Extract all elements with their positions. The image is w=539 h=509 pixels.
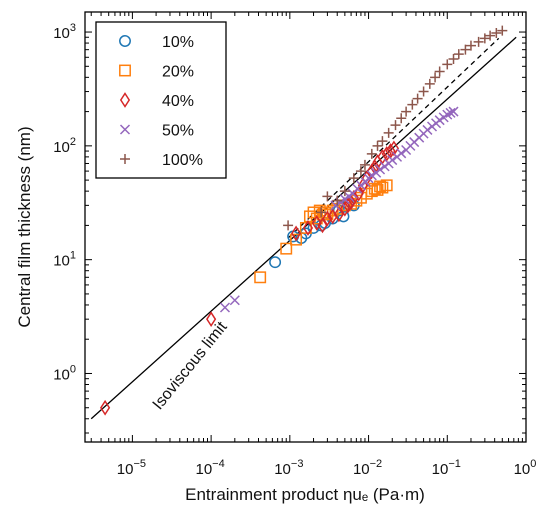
data-point-square: [374, 180, 387, 193]
isoviscous-limit-label: Isoviscous limit: [150, 318, 231, 413]
x-tick-label: 10−5: [117, 458, 146, 478]
data-point-plus: [497, 25, 508, 36]
data-point-x: [448, 106, 459, 117]
data-point-diamond: [343, 197, 354, 214]
data-point-diamond: [333, 206, 344, 223]
data-point-plus: [283, 220, 294, 231]
data-point-plus: [396, 113, 407, 124]
legend-marker-plus: [120, 154, 130, 164]
data-point-square: [376, 181, 389, 194]
data-point-diamond: [322, 210, 333, 227]
legend-marker-circle: [119, 35, 131, 47]
data-point-x: [330, 200, 341, 211]
data-point-plus: [332, 195, 343, 206]
data-point-x: [387, 155, 398, 166]
data-point-plus: [485, 30, 496, 41]
axis-ticks: [85, 12, 527, 442]
data-point-plus: [412, 93, 423, 104]
data-point-plus: [401, 106, 412, 117]
data-point-plus: [453, 49, 464, 60]
data-point-plus: [366, 148, 377, 159]
data-point-plus: [479, 33, 490, 44]
data-point-x: [422, 124, 433, 135]
y-tick-label: 100: [53, 363, 76, 383]
data-point-diamond: [361, 170, 372, 187]
y-tick-label: 101: [53, 250, 76, 270]
axis-tick-labels: 10−5 10−4 10−3 10−2 10−1 100 100 101 102 103: [53, 22, 536, 478]
y-axis-title: Central film thickness (nm): [15, 126, 34, 327]
data-point-diamond: [206, 311, 217, 328]
x-tick-label: 10−3: [274, 458, 303, 478]
legend-marker-square: [119, 64, 131, 77]
data-point-plus: [383, 127, 394, 138]
series-plus: [283, 25, 508, 231]
data-point-plus: [348, 173, 359, 184]
data-point-circle: [269, 256, 282, 269]
data-point-plus: [448, 53, 459, 64]
data-point-plus: [434, 66, 445, 77]
data-point-diamond: [381, 146, 392, 162]
legend-marker-diamond: [119, 92, 131, 108]
legend-label: 40%: [162, 93, 194, 110]
data-point-plus: [424, 78, 435, 89]
y-tick-label: 103: [53, 22, 76, 42]
data-point-plus: [430, 72, 441, 83]
data-point-plus: [491, 28, 502, 39]
data-point-plus: [442, 59, 453, 70]
data-point-x: [229, 295, 240, 306]
data-point-diamond: [302, 220, 314, 236]
legend-marker-x: [119, 124, 131, 135]
data-point-diamond: [388, 140, 400, 157]
data-point-x: [375, 164, 386, 175]
x-tick-label: 10−4: [195, 458, 224, 478]
series-x: [219, 106, 459, 313]
series-diamond: [100, 140, 400, 416]
data-point-plus: [316, 207, 327, 218]
data-point-plus: [377, 136, 388, 147]
x-tick-label: 100: [514, 458, 537, 478]
legend-label: 100%: [162, 152, 203, 169]
data-point-diamond: [339, 200, 350, 217]
y-tick-label: 102: [53, 136, 76, 156]
data-point-plus: [465, 40, 476, 51]
data-point-plus: [322, 191, 333, 202]
data-point-diamond: [346, 194, 357, 211]
legend: 10% 20% 40% 50% 100%: [95, 21, 227, 179]
data-point-plus: [339, 186, 350, 197]
legend-label: 20%: [162, 64, 194, 81]
data-point-plus: [418, 86, 429, 97]
data-point-plus: [473, 36, 484, 47]
data-point-x: [219, 302, 231, 313]
data-point-square: [380, 179, 393, 192]
data-point-square: [299, 221, 312, 234]
x-tick-label: 10−1: [432, 458, 461, 478]
x-tick-label: 10−2: [353, 458, 382, 478]
plot-frame: [84, 11, 527, 443]
data-point-square: [280, 242, 293, 255]
data-point-plus: [355, 166, 366, 177]
data-point-diamond: [311, 215, 322, 231]
data-point-x: [445, 107, 456, 118]
data-point-diamond: [317, 217, 328, 234]
data-point-plus: [372, 140, 383, 151]
data-points: [100, 25, 508, 416]
legend-label: 10%: [162, 34, 194, 51]
legend-box: [95, 21, 227, 179]
data-point-diamond: [100, 399, 111, 416]
data-point-diamond: [366, 163, 377, 179]
x-axis-title: Entrainment product ηuₑ (Pa·m): [185, 485, 425, 504]
data-point-square: [254, 271, 267, 284]
annotations: Isoviscous limit: [150, 318, 231, 413]
data-point-diamond: [290, 225, 302, 242]
data-point-x: [396, 148, 407, 159]
data-point-plus: [460, 44, 471, 55]
data-point-plus: [390, 120, 401, 131]
legend-label: 50%: [162, 123, 194, 140]
data-point-square: [290, 233, 303, 246]
data-point-plus: [359, 159, 370, 170]
data-point-plus: [407, 99, 418, 110]
